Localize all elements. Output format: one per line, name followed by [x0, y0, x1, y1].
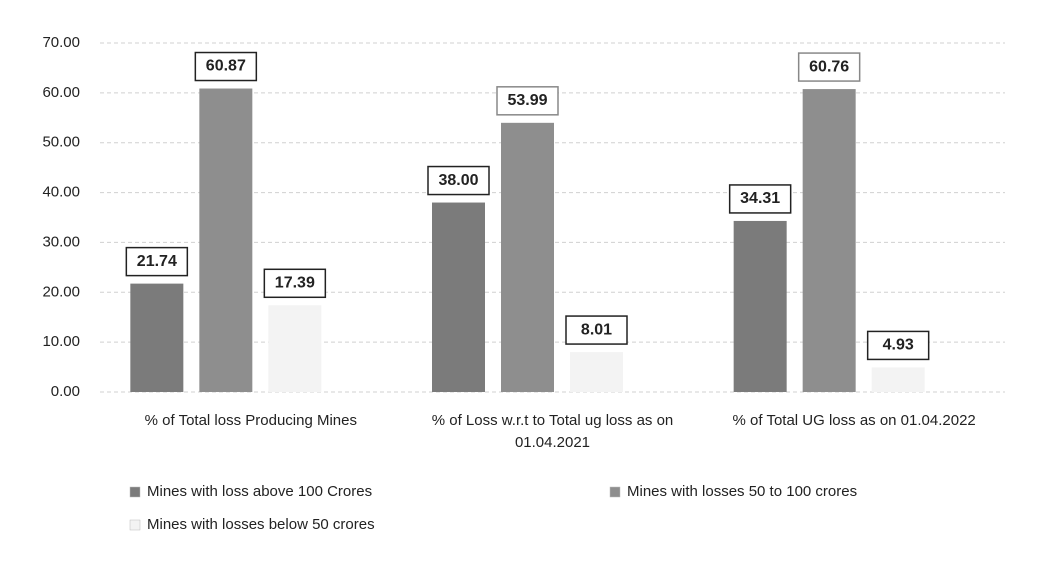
bar	[199, 88, 253, 393]
bar	[130, 283, 184, 392]
bar	[871, 367, 925, 392]
legend-label: Mines with losses below 50 crores	[147, 516, 375, 533]
bar	[802, 89, 856, 393]
bar	[432, 202, 485, 392]
value-label-box	[565, 315, 628, 345]
value-label: 21.74	[137, 253, 177, 270]
legend-swatch	[129, 486, 141, 498]
value-label: 53.99	[507, 92, 547, 109]
bar	[501, 122, 554, 392]
value-label-box	[194, 51, 258, 82]
y-tick-label: 40.00	[42, 184, 80, 201]
value-label-box	[797, 52, 861, 82]
legend-swatch	[129, 519, 141, 531]
bar	[570, 352, 623, 392]
value-label-box	[125, 246, 189, 277]
y-tick-label: 20.00	[42, 283, 80, 300]
y-tick-label: 0.00	[51, 383, 80, 400]
x-tick-label: % of Loss w.r.t to Total ug loss as on 0…	[431, 412, 674, 451]
y-tick-label: 30.00	[42, 233, 80, 250]
value-label: 8.01	[581, 321, 612, 338]
bar	[268, 305, 322, 392]
x-tick-label: % of Total UG loss as on 01.04.2022	[732, 412, 976, 429]
value-label-box	[427, 165, 490, 196]
value-label: 60.87	[206, 58, 246, 75]
value-label: 17.39	[275, 275, 315, 292]
value-label-box	[263, 268, 327, 299]
value-label: 34.31	[740, 190, 780, 207]
legend-label: Mines with losses 50 to 100 crores	[627, 483, 857, 500]
legend-swatch	[609, 486, 621, 498]
y-tick-label: 60.00	[42, 84, 80, 101]
value-label-box	[866, 330, 930, 361]
value-label: 38.00	[438, 172, 478, 189]
y-tick-label: 10.00	[42, 333, 80, 350]
y-tick-label: 70.00	[42, 34, 80, 51]
legend-label: Mines with loss above 100 Crores	[147, 483, 372, 500]
y-tick-label: 50.00	[42, 134, 80, 151]
bar	[733, 220, 787, 392]
value-label: 4.93	[883, 337, 914, 354]
value-label-box	[496, 86, 559, 116]
x-tick-label: % of Total loss Producing Mines	[144, 412, 357, 429]
value-label-box	[728, 184, 792, 214]
value-label: 60.76	[809, 58, 849, 75]
